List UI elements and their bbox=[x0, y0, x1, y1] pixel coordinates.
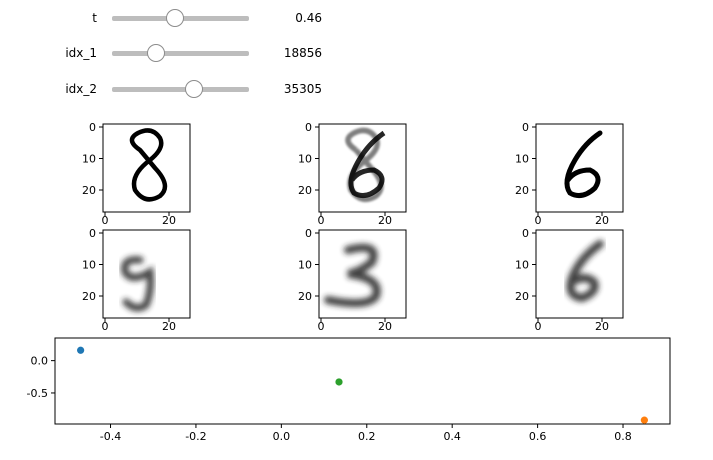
y-tick-label: 10 bbox=[82, 153, 96, 166]
x-tick-label: 0 bbox=[535, 320, 542, 333]
image-panel-input-6: 0 10 20 0 20 bbox=[515, 121, 624, 227]
x-tick-label: -0.4 bbox=[100, 430, 121, 443]
x-tick-label: 0.8 bbox=[614, 430, 632, 443]
scatter-point-2 bbox=[335, 378, 343, 386]
image-grid: 0 10 20 0 20 0 10 20 0 20 0 10 20 0 20 0 10 20 0 20 0 10 20 0 20… bbox=[82, 121, 624, 333]
x-tick-label: 20 bbox=[162, 320, 176, 333]
image-panel-input-8: 0 10 20 0 20 bbox=[82, 121, 191, 227]
x-tick-label: 0 bbox=[318, 214, 325, 227]
digit-image bbox=[566, 240, 604, 303]
y-tick-label: 0 bbox=[89, 227, 96, 240]
y-tick-label: 0 bbox=[522, 121, 529, 134]
slider-track[interactable] bbox=[112, 80, 249, 98]
x-tick-label: -0.2 bbox=[185, 430, 206, 443]
x-tick-label: 0.4 bbox=[443, 430, 461, 443]
x-tick-label: 0.2 bbox=[358, 430, 376, 443]
slider-label: idx_2 bbox=[65, 82, 97, 96]
image-panel-reconstruction-9: 0 10 20 0 20 bbox=[82, 227, 191, 333]
digit-image bbox=[129, 128, 168, 202]
x-tick-label: 0.0 bbox=[273, 430, 291, 443]
slider-value: 18856 bbox=[283, 46, 322, 60]
slider-row-idx-1: idx_1 18856 bbox=[0, 41, 360, 65]
x-tick-label: 0.6 bbox=[529, 430, 547, 443]
y-tick-label: 20 bbox=[298, 290, 312, 303]
x-tick-label: 0 bbox=[102, 214, 109, 227]
x-tick-label: 0 bbox=[535, 214, 542, 227]
slider-handle[interactable] bbox=[166, 9, 185, 27]
scatter-axes-frame bbox=[54, 337, 671, 425]
y-tick-label: 0.0 bbox=[31, 355, 49, 368]
slider-track[interactable] bbox=[112, 9, 249, 27]
digit-image bbox=[564, 130, 603, 199]
slider-handle[interactable] bbox=[146, 44, 165, 62]
y-tick-label: 20 bbox=[515, 184, 529, 197]
y-tick-label: 20 bbox=[82, 184, 96, 197]
y-tick-label: 0 bbox=[305, 227, 312, 240]
image-panel-frame bbox=[535, 229, 624, 319]
slider-label: idx_1 bbox=[65, 46, 97, 60]
image-panel-reconstruction-6: 0 10 20 0 20 bbox=[515, 227, 624, 333]
y-tick-label: -0.5 bbox=[27, 387, 48, 400]
y-tick-label: 0 bbox=[522, 227, 529, 240]
image-panel-reconstruction-3: 0 10 20 0 20 bbox=[298, 227, 407, 333]
digit-image bbox=[324, 243, 381, 308]
x-tick-label: 0 bbox=[318, 320, 325, 333]
y-tick-label: 20 bbox=[82, 290, 96, 303]
digit-image bbox=[121, 256, 154, 312]
y-tick-label: 0 bbox=[305, 121, 312, 134]
image-panel-interpolated-input: 0 10 20 0 20 bbox=[298, 121, 407, 227]
digit-image bbox=[345, 127, 386, 203]
slider-value: 35305 bbox=[283, 82, 322, 96]
x-tick-label: 20 bbox=[162, 214, 176, 227]
y-tick-label: 0 bbox=[89, 121, 96, 134]
y-tick-label: 10 bbox=[298, 153, 312, 166]
slider-row-t: t 0.46 bbox=[0, 6, 360, 30]
scatter-point-0 bbox=[77, 346, 85, 354]
scatter-point-1 bbox=[640, 416, 648, 424]
y-tick-label: 10 bbox=[82, 259, 96, 272]
slider-track[interactable] bbox=[112, 44, 249, 62]
y-tick-label: 10 bbox=[515, 259, 529, 272]
x-tick-label: 20 bbox=[378, 320, 392, 333]
slider-handle[interactable] bbox=[185, 80, 204, 98]
x-tick-label: 20 bbox=[595, 320, 609, 333]
x-tick-label: 0 bbox=[102, 320, 109, 333]
y-tick-label: 20 bbox=[515, 290, 529, 303]
slider-label: t bbox=[92, 11, 97, 25]
y-tick-label: 10 bbox=[515, 153, 529, 166]
y-tick-label: 20 bbox=[298, 184, 312, 197]
slider-value: 0.46 bbox=[295, 11, 322, 25]
x-tick-label: 20 bbox=[595, 214, 609, 227]
slider-row-idx-2: idx_2 35305 bbox=[0, 77, 360, 101]
y-tick-label: 10 bbox=[298, 259, 312, 272]
x-tick-label: 20 bbox=[378, 214, 392, 227]
